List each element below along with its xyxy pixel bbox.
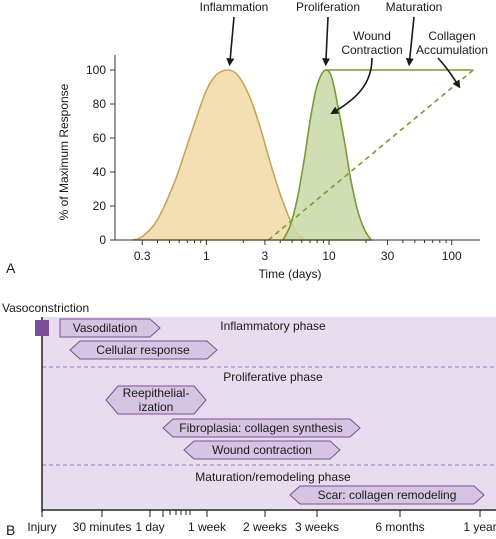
annotation-collagen-accumulation-arrow bbox=[437, 57, 461, 89]
x-tick-label: 0.3 bbox=[134, 249, 151, 263]
annotation-maturation-arrow bbox=[405, 16, 415, 67]
annotation-proliferation: Proliferation bbox=[296, 0, 360, 67]
annotation-wound-contraction: Wound Contraction bbox=[330, 29, 403, 115]
y-tick-label: 40 bbox=[93, 165, 107, 179]
annotation-proliferation-arrow bbox=[322, 16, 331, 67]
event-wound-contraction-shape bbox=[183, 440, 341, 460]
timeline-tick-label: 2 weeks bbox=[243, 520, 287, 534]
y-axis-label: % of Maximum Response bbox=[57, 83, 71, 220]
event-wound-contraction-label: Wound contraction bbox=[212, 443, 312, 457]
y-tick-label: 80 bbox=[93, 97, 107, 111]
vasoconstriction-marker bbox=[35, 320, 49, 336]
event-scar-remodeling-shape bbox=[289, 485, 485, 505]
proliferation-curve bbox=[281, 69, 373, 241]
annotation-inflammation-label: Inflammation bbox=[200, 0, 269, 14]
x-axis-ticks: 0.3 1 3 10 30 100 bbox=[134, 240, 462, 263]
annotation-collagen-accumulation-label: Collagen Accumulation bbox=[416, 29, 488, 57]
annotation-wound-contraction-label: Wound Contraction bbox=[341, 29, 402, 57]
x-tick-label: 100 bbox=[442, 249, 462, 263]
event-scar-remodeling-label: Scar: collagen remodeling bbox=[318, 488, 457, 502]
panel-a-label: A bbox=[6, 260, 16, 276]
x-tick-label: 30 bbox=[381, 249, 395, 263]
timeline-minor-ticks bbox=[162, 510, 191, 517]
y-tick-label: 20 bbox=[93, 199, 107, 213]
x-axis-label: Time (days) bbox=[259, 267, 322, 281]
vasoconstriction-label: Vasoconstriction bbox=[2, 301, 89, 315]
timeline-tick-labels: Injury 30 minutes 1 day 1 week 2 weeks 3 week… bbox=[27, 510, 496, 534]
event-vasodilation-shape bbox=[59, 318, 161, 338]
annotation-collagen-accumulation: Collagen Accumulation bbox=[416, 29, 488, 89]
phase-label-inflammatory: Inflammatory phase bbox=[220, 319, 326, 333]
event-cellular-response: Cellular response bbox=[69, 340, 218, 360]
panel-b-timeline: Vasoconstriction Inflammatory phase Prol… bbox=[2, 301, 496, 538]
annotation-wound-contraction-arrow bbox=[330, 57, 373, 115]
annotation-maturation-label: Maturation bbox=[386, 0, 443, 14]
response-curves bbox=[132, 69, 474, 241]
y-axis-ticks: 0 20 40 60 80 100 bbox=[86, 63, 115, 247]
phase-label-proliferative: Proliferative phase bbox=[223, 370, 323, 384]
event-scar-remodeling: Scar: collagen remodeling bbox=[289, 485, 485, 505]
event-cellular-response-shape bbox=[69, 340, 218, 360]
y-tick-label: 60 bbox=[93, 131, 107, 145]
x-tick-label: 1 bbox=[203, 249, 210, 263]
annotation-inflammation: Inflammation bbox=[200, 0, 269, 67]
x-tick-label: 3 bbox=[262, 249, 269, 263]
event-reepithelialization: Reepithelial-ization bbox=[105, 385, 207, 415]
y-tick-label: 0 bbox=[99, 233, 106, 247]
event-cellular-response-label: Cellular response bbox=[96, 343, 190, 357]
annotation-inflammation-arrow bbox=[226, 16, 235, 67]
event-fibroplasia-label: Fibroplasia: collagen synthesis bbox=[179, 421, 342, 435]
inflammation-curve bbox=[132, 69, 307, 241]
panel-b-label: B bbox=[6, 522, 15, 538]
event-vasodilation: Vasodilation bbox=[59, 318, 161, 338]
event-reepithelialization-label: Reepithelial-ization bbox=[123, 386, 190, 414]
timeline-tick-label: Injury bbox=[27, 520, 56, 534]
timeline-tick-label: 6 months bbox=[375, 520, 424, 534]
x-tick-label: 10 bbox=[322, 249, 336, 263]
timeline-tick-label: 1 day bbox=[135, 520, 164, 534]
event-wound-contraction: Wound contraction bbox=[183, 440, 341, 460]
event-fibroplasia-shape bbox=[162, 418, 361, 438]
timeline-tick-label: 1 year bbox=[463, 520, 496, 534]
event-vasodilation-label: Vasodilation bbox=[73, 321, 138, 335]
annotation-maturation: Maturation bbox=[386, 0, 443, 67]
y-tick-label: 100 bbox=[86, 63, 106, 77]
panel-a-axes bbox=[114, 55, 480, 241]
annotation-proliferation-label: Proliferation bbox=[296, 0, 360, 14]
collagen-accumulation-line bbox=[267, 69, 474, 241]
timeline-tick-label: 1 week bbox=[188, 520, 227, 534]
timeline-tick-label: 30 minutes bbox=[73, 520, 132, 534]
event-fibroplasia: Fibroplasia: collagen synthesis bbox=[162, 418, 361, 438]
event-reepithelialization-shape bbox=[105, 385, 207, 415]
timeline-tick-label: 3 weeks bbox=[295, 520, 339, 534]
panel-a-chart: 0.3 1 3 10 30 100 0 20 40 60 80 100 Time (days) % … bbox=[6, 0, 488, 281]
phase-label-maturation: Maturation/remodeling phase bbox=[195, 470, 351, 484]
